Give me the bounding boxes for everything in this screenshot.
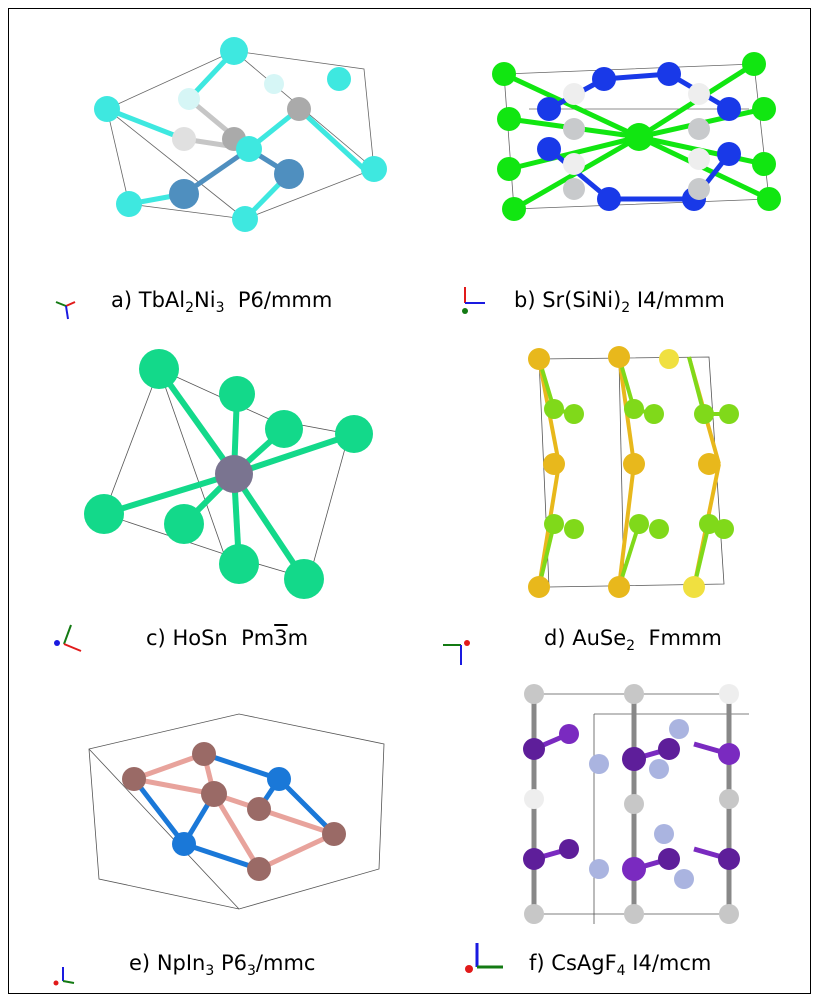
formula: NpIn3 [157,951,214,975]
caption-e: e) NpIn3 P63/mmc [129,951,315,979]
axis-triad-icon [453,281,493,321]
axis-triad-icon [459,937,509,977]
space-group: Pm3m [241,626,308,650]
panel-c: c) HoSn Pm3m [9,339,417,669]
formula: AuSe2 [572,626,635,650]
caption-b: b) Sr(SiNi)2 I4/mmm [514,288,725,316]
crystal-structure-a [9,9,417,269]
panel-letter: f) [529,951,545,975]
axis-triad-icon [437,631,477,671]
panel-f: f) CsAgF4 I4/mcm [409,669,817,999]
crystal-structure-b [409,9,809,269]
formula: HoSn [172,626,227,650]
panel-letter: b) [514,288,536,312]
crystal-structure-d [409,339,809,609]
crystal-structure-c [9,339,417,619]
space-group: I4/mmm [637,288,725,312]
panel-letter: d) [544,626,566,650]
panel-b: b) Sr(SiNi)2 I4/mmm [409,9,817,339]
figure-frame: a) TbAl2Ni3 P6/mmm [8,8,811,994]
panel-letter: a) [111,288,132,312]
space-group: P6/mmm [238,288,332,312]
panel-letter: e) [129,951,150,975]
crystal-structure-e [9,669,417,939]
caption-a: a) TbAl2Ni3 P6/mmm [111,288,332,316]
caption-d: d) AuSe2 Fmmm [544,626,722,654]
formula: TbAl2Ni3 [139,288,225,312]
formula: CsAgF4 [551,951,625,975]
panel-d: d) AuSe2 Fmmm [409,339,817,669]
formula: Sr(SiNi)2 [542,288,630,312]
space-group: I4/mcm [632,951,711,975]
space-group: Fmmm [648,626,721,650]
caption-f: f) CsAgF4 I4/mcm [529,951,711,979]
panel-e: e) NpIn3 P63/mmc [9,669,417,999]
panel-a: a) TbAl2Ni3 P6/mmm [9,9,417,339]
caption-c: c) HoSn Pm3m [146,626,308,650]
axis-triad-icon [49,619,89,659]
axis-triad-icon [51,294,81,324]
panel-letter: c) [146,626,166,650]
space-group: P63/mmc [221,951,316,975]
axis-triad-icon [49,961,79,991]
crystal-structure-f [409,669,809,939]
